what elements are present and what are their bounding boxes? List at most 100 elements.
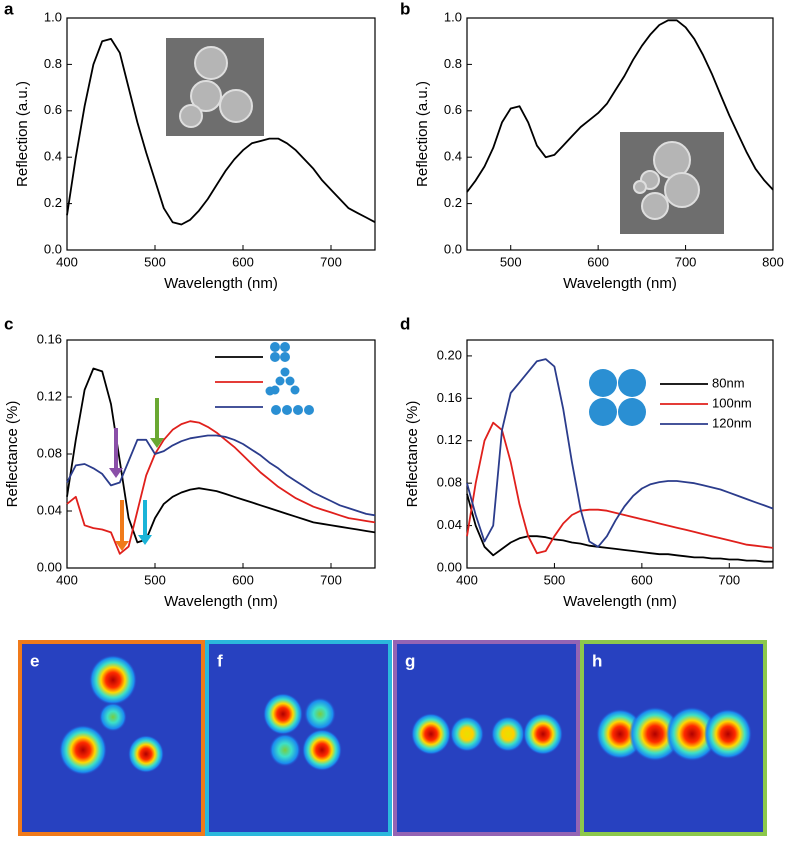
panel-label: e bbox=[30, 651, 39, 670]
y-tick-label: 0.0 bbox=[444, 241, 462, 256]
panel-label: b bbox=[400, 0, 410, 18]
data-line bbox=[466, 493, 773, 563]
legend-icon bbox=[282, 405, 292, 415]
particle bbox=[219, 89, 253, 123]
legend-icon bbox=[280, 352, 290, 362]
field-hotspot bbox=[99, 702, 127, 732]
y-tick-label: 0.00 bbox=[437, 559, 462, 574]
panel-label: f bbox=[217, 651, 223, 670]
x-tick-label: 600 bbox=[631, 572, 653, 587]
y-tick-label: 0.4 bbox=[44, 149, 62, 164]
legend-label: 120nm bbox=[712, 415, 752, 430]
y-tick-label: 1.0 bbox=[444, 9, 462, 24]
y-tick-label: 0.16 bbox=[437, 390, 462, 405]
field-hotspot bbox=[523, 713, 563, 755]
legend-label: 100nm bbox=[712, 395, 752, 410]
legend-icon bbox=[275, 376, 285, 386]
y-axis-title: Reflectance (%) bbox=[4, 401, 21, 508]
x-tick-label: 700 bbox=[718, 572, 740, 587]
particle bbox=[641, 192, 669, 220]
panel-label: a bbox=[4, 0, 14, 18]
legend-icon bbox=[304, 405, 314, 415]
panel-label: d bbox=[400, 314, 410, 333]
particle bbox=[190, 80, 222, 112]
legend-icon bbox=[280, 367, 290, 377]
x-tick-label: 500 bbox=[500, 254, 522, 269]
data-line bbox=[466, 358, 774, 548]
legend-icon bbox=[589, 398, 617, 426]
x-tick-label: 500 bbox=[144, 572, 166, 587]
particle bbox=[633, 180, 647, 194]
field-hotspot bbox=[128, 735, 164, 773]
field-map bbox=[205, 640, 392, 836]
x-axis-title: Wavelength (nm) bbox=[563, 593, 677, 610]
x-tick-label: 700 bbox=[320, 572, 342, 587]
plot-frame bbox=[466, 339, 774, 569]
y-tick-label: 0.08 bbox=[437, 475, 462, 490]
x-tick-label: 800 bbox=[762, 254, 784, 269]
particle bbox=[194, 46, 228, 80]
y-axis-title: Reflectance (%) bbox=[404, 401, 421, 508]
y-tick-label: 0.6 bbox=[44, 102, 62, 117]
x-tick-label: 600 bbox=[587, 254, 609, 269]
field-hotspot bbox=[411, 713, 451, 755]
x-tick-label: 700 bbox=[320, 254, 342, 269]
field-hotspot bbox=[629, 706, 681, 762]
arrow-head bbox=[150, 438, 164, 448]
data-line bbox=[466, 421, 774, 555]
data-line bbox=[66, 367, 376, 544]
x-axis-title: Wavelength (nm) bbox=[164, 275, 278, 292]
field-hotspot bbox=[666, 706, 718, 762]
y-tick-label: 0.8 bbox=[44, 56, 62, 71]
y-tick-label: 0.6 bbox=[444, 102, 462, 117]
legend-icon bbox=[290, 385, 300, 395]
data-line bbox=[66, 38, 376, 226]
legend-icon bbox=[293, 405, 303, 415]
data-line bbox=[66, 420, 376, 555]
x-axis-title: Wavelength (nm) bbox=[563, 275, 677, 292]
data-line bbox=[466, 19, 774, 193]
field-hotspot bbox=[302, 729, 342, 771]
legend-icon bbox=[285, 376, 295, 386]
x-axis-title: Wavelength (nm) bbox=[164, 593, 278, 610]
x-tick-label: 600 bbox=[232, 254, 254, 269]
y-tick-label: 0.16 bbox=[37, 331, 62, 346]
arrow-head bbox=[109, 468, 123, 478]
plot-frame bbox=[66, 17, 376, 251]
y-tick-label: 0.00 bbox=[37, 559, 62, 574]
y-axis-title: Reflection (a.u.) bbox=[14, 81, 31, 187]
arrow-head bbox=[115, 541, 129, 551]
field-hotspot bbox=[304, 697, 336, 731]
y-tick-label: 0.8 bbox=[444, 56, 462, 71]
y-tick-label: 0.2 bbox=[444, 195, 462, 210]
panel-label: g bbox=[405, 651, 415, 670]
legend-icon bbox=[271, 405, 281, 415]
legend-icon bbox=[265, 386, 275, 396]
field-hotspot bbox=[59, 724, 107, 776]
panel-label: h bbox=[592, 651, 602, 670]
plot-frame bbox=[66, 339, 376, 569]
field-hotspot bbox=[704, 708, 752, 760]
y-tick-label: 0.08 bbox=[37, 445, 62, 460]
panel-label: c bbox=[4, 314, 13, 333]
field-hotspot bbox=[450, 716, 484, 752]
particle bbox=[664, 172, 700, 208]
field-hotspot bbox=[491, 716, 525, 752]
legend-icon bbox=[270, 342, 280, 352]
x-tick-label: 700 bbox=[675, 254, 697, 269]
x-tick-label: 500 bbox=[144, 254, 166, 269]
y-tick-label: 0.2 bbox=[44, 195, 62, 210]
field-hotspot bbox=[269, 733, 301, 767]
field-hotspot bbox=[263, 693, 303, 735]
y-tick-label: 0.12 bbox=[37, 388, 62, 403]
x-tick-label: 500 bbox=[544, 572, 566, 587]
data-line bbox=[66, 434, 376, 517]
y-tick-label: 0.0 bbox=[44, 241, 62, 256]
legend-icon bbox=[618, 369, 646, 397]
legend-icon bbox=[589, 369, 617, 397]
x-tick-label: 400 bbox=[56, 572, 78, 587]
y-axis-title: Reflection (a.u.) bbox=[414, 81, 431, 187]
y-tick-label: 0.12 bbox=[437, 432, 462, 447]
